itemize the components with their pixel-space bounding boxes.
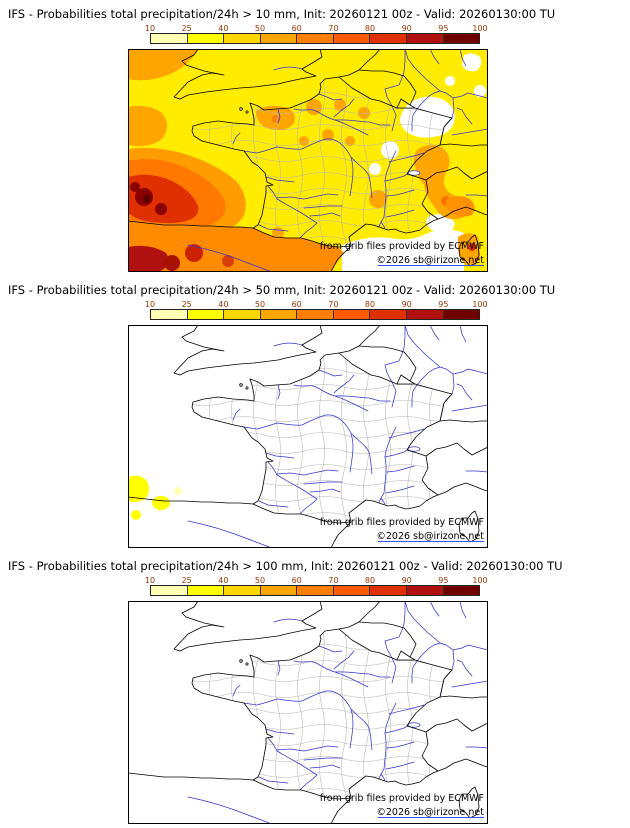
colorbar-tick: 25 <box>181 576 192 585</box>
colorbar-tick: 90 <box>401 576 412 585</box>
colorbar-segment <box>369 310 406 319</box>
colorbar-segment <box>223 310 260 319</box>
colorbar-tick: 90 <box>401 300 412 309</box>
colorbar-segment <box>442 34 480 43</box>
colorbar-tick: 25 <box>181 24 192 33</box>
colorbar-segment <box>259 586 297 595</box>
colorbar-tick: 40 <box>218 576 229 585</box>
colorbar-segment <box>369 586 406 595</box>
panel-100mm: IFS - Probabilities total precipitation/… <box>0 552 630 828</box>
colorbar-segment <box>332 34 370 43</box>
colorbar-tick: 95 <box>438 576 449 585</box>
colorbar-segment <box>442 586 480 595</box>
colorbar-segment <box>186 310 224 319</box>
colorbar-tick: 10 <box>144 576 156 585</box>
colorbar-scale <box>150 33 480 44</box>
panel-10mm: IFS - Probabilities total precipitation/… <box>0 0 630 276</box>
colorbar-tick: 70 <box>328 24 339 33</box>
colorbar-tick-labels: 10 25 40 50 60 70 80 90 95 100 <box>145 24 488 33</box>
colorbar-tick: 60 <box>291 576 302 585</box>
colorbar-tick: 95 <box>438 24 449 33</box>
panel-50mm: IFS - Probabilities total precipitation/… <box>0 276 630 552</box>
colorbar-tick: 60 <box>291 24 302 33</box>
attribution-ecmwf: from grib files provided by ECMWF <box>320 241 484 252</box>
colorbar-100mm: 10 25 40 50 60 70 80 90 95 100 <box>145 576 488 596</box>
colorbar-tick: 50 <box>254 300 266 309</box>
map-50mm: from grib files provided by ECMWF ©2026 … <box>128 325 488 548</box>
colorbar-segment <box>405 34 443 43</box>
colorbar-tick: 80 <box>364 300 376 309</box>
colorbar-tick: 80 <box>364 24 376 33</box>
colorbar-segment <box>186 34 224 43</box>
colorbar-segment <box>332 586 370 595</box>
colorbar-segment <box>405 310 443 319</box>
colorbar-scale <box>150 585 480 596</box>
basemap-layer <box>128 325 488 548</box>
colorbar-10mm: 10 25 40 50 60 70 80 90 95 100 <box>145 24 488 44</box>
precipitation-layer <box>128 49 488 272</box>
colorbar-segment <box>223 586 260 595</box>
attribution-ecmwf: from grib files provided by ECMWF <box>320 517 484 528</box>
colorbar-segment <box>259 34 297 43</box>
colorbar-tick: 100 <box>472 576 488 585</box>
colorbar-tick: 100 <box>472 24 488 33</box>
colorbar-tick: 40 <box>218 24 229 33</box>
colorbar-segment <box>296 310 333 319</box>
colorbar-segment <box>259 310 297 319</box>
colorbar-scale <box>150 309 480 320</box>
colorbar-segment <box>332 310 370 319</box>
colorbar-tick: 70 <box>328 300 339 309</box>
colorbar-tick: 25 <box>181 300 192 309</box>
colorbar-50mm: 10 25 40 50 60 70 80 90 95 100 <box>145 300 488 320</box>
colorbar-tick: 50 <box>254 576 266 585</box>
map-100mm: from grib files provided by ECMWF ©2026 … <box>128 601 488 824</box>
colorbar-segment <box>151 310 187 319</box>
map-10mm: from grib files provided by ECMWF ©2026 … <box>128 49 488 272</box>
attribution-copyright: ©2026 sb@irizone.net <box>376 531 484 542</box>
colorbar-tick: 95 <box>438 300 449 309</box>
colorbar-segment <box>186 586 224 595</box>
panel-title-100mm: IFS - Probabilities total precipitation/… <box>8 559 563 573</box>
colorbar-tick: 10 <box>144 24 156 33</box>
colorbar-tick: 100 <box>472 300 488 309</box>
colorbar-tick: 50 <box>254 24 266 33</box>
colorbar-segment <box>223 34 260 43</box>
panel-title-10mm: IFS - Probabilities total precipitation/… <box>8 7 556 21</box>
colorbar-segment <box>405 586 443 595</box>
panel-title-50mm: IFS - Probabilities total precipitation/… <box>8 283 556 297</box>
colorbar-segment <box>369 34 406 43</box>
colorbar-tick-labels: 10 25 40 50 60 70 80 90 95 100 <box>145 300 488 309</box>
colorbar-tick: 90 <box>401 24 412 33</box>
attribution-copyright: ©2026 sb@irizone.net <box>376 255 484 266</box>
map-attribution: from grib files provided by ECMWF ©2026 … <box>320 241 484 266</box>
colorbar-segment <box>151 586 187 595</box>
map-attribution: from grib files provided by ECMWF ©2026 … <box>320 517 484 542</box>
attribution-copyright: ©2026 sb@irizone.net <box>376 807 484 818</box>
map-attribution: from grib files provided by ECMWF ©2026 … <box>320 793 484 818</box>
colorbar-tick: 40 <box>218 300 229 309</box>
colorbar-tick-labels: 10 25 40 50 60 70 80 90 95 100 <box>145 576 488 585</box>
colorbar-tick: 60 <box>291 300 302 309</box>
attribution-ecmwf: from grib files provided by ECMWF <box>320 793 484 804</box>
colorbar-tick: 10 <box>144 300 156 309</box>
colorbar-tick: 70 <box>328 576 339 585</box>
basemap-layer <box>128 601 488 824</box>
colorbar-segment <box>296 34 333 43</box>
colorbar-segment <box>296 586 333 595</box>
colorbar-tick: 80 <box>364 576 376 585</box>
colorbar-segment <box>442 310 480 319</box>
colorbar-segment <box>151 34 187 43</box>
